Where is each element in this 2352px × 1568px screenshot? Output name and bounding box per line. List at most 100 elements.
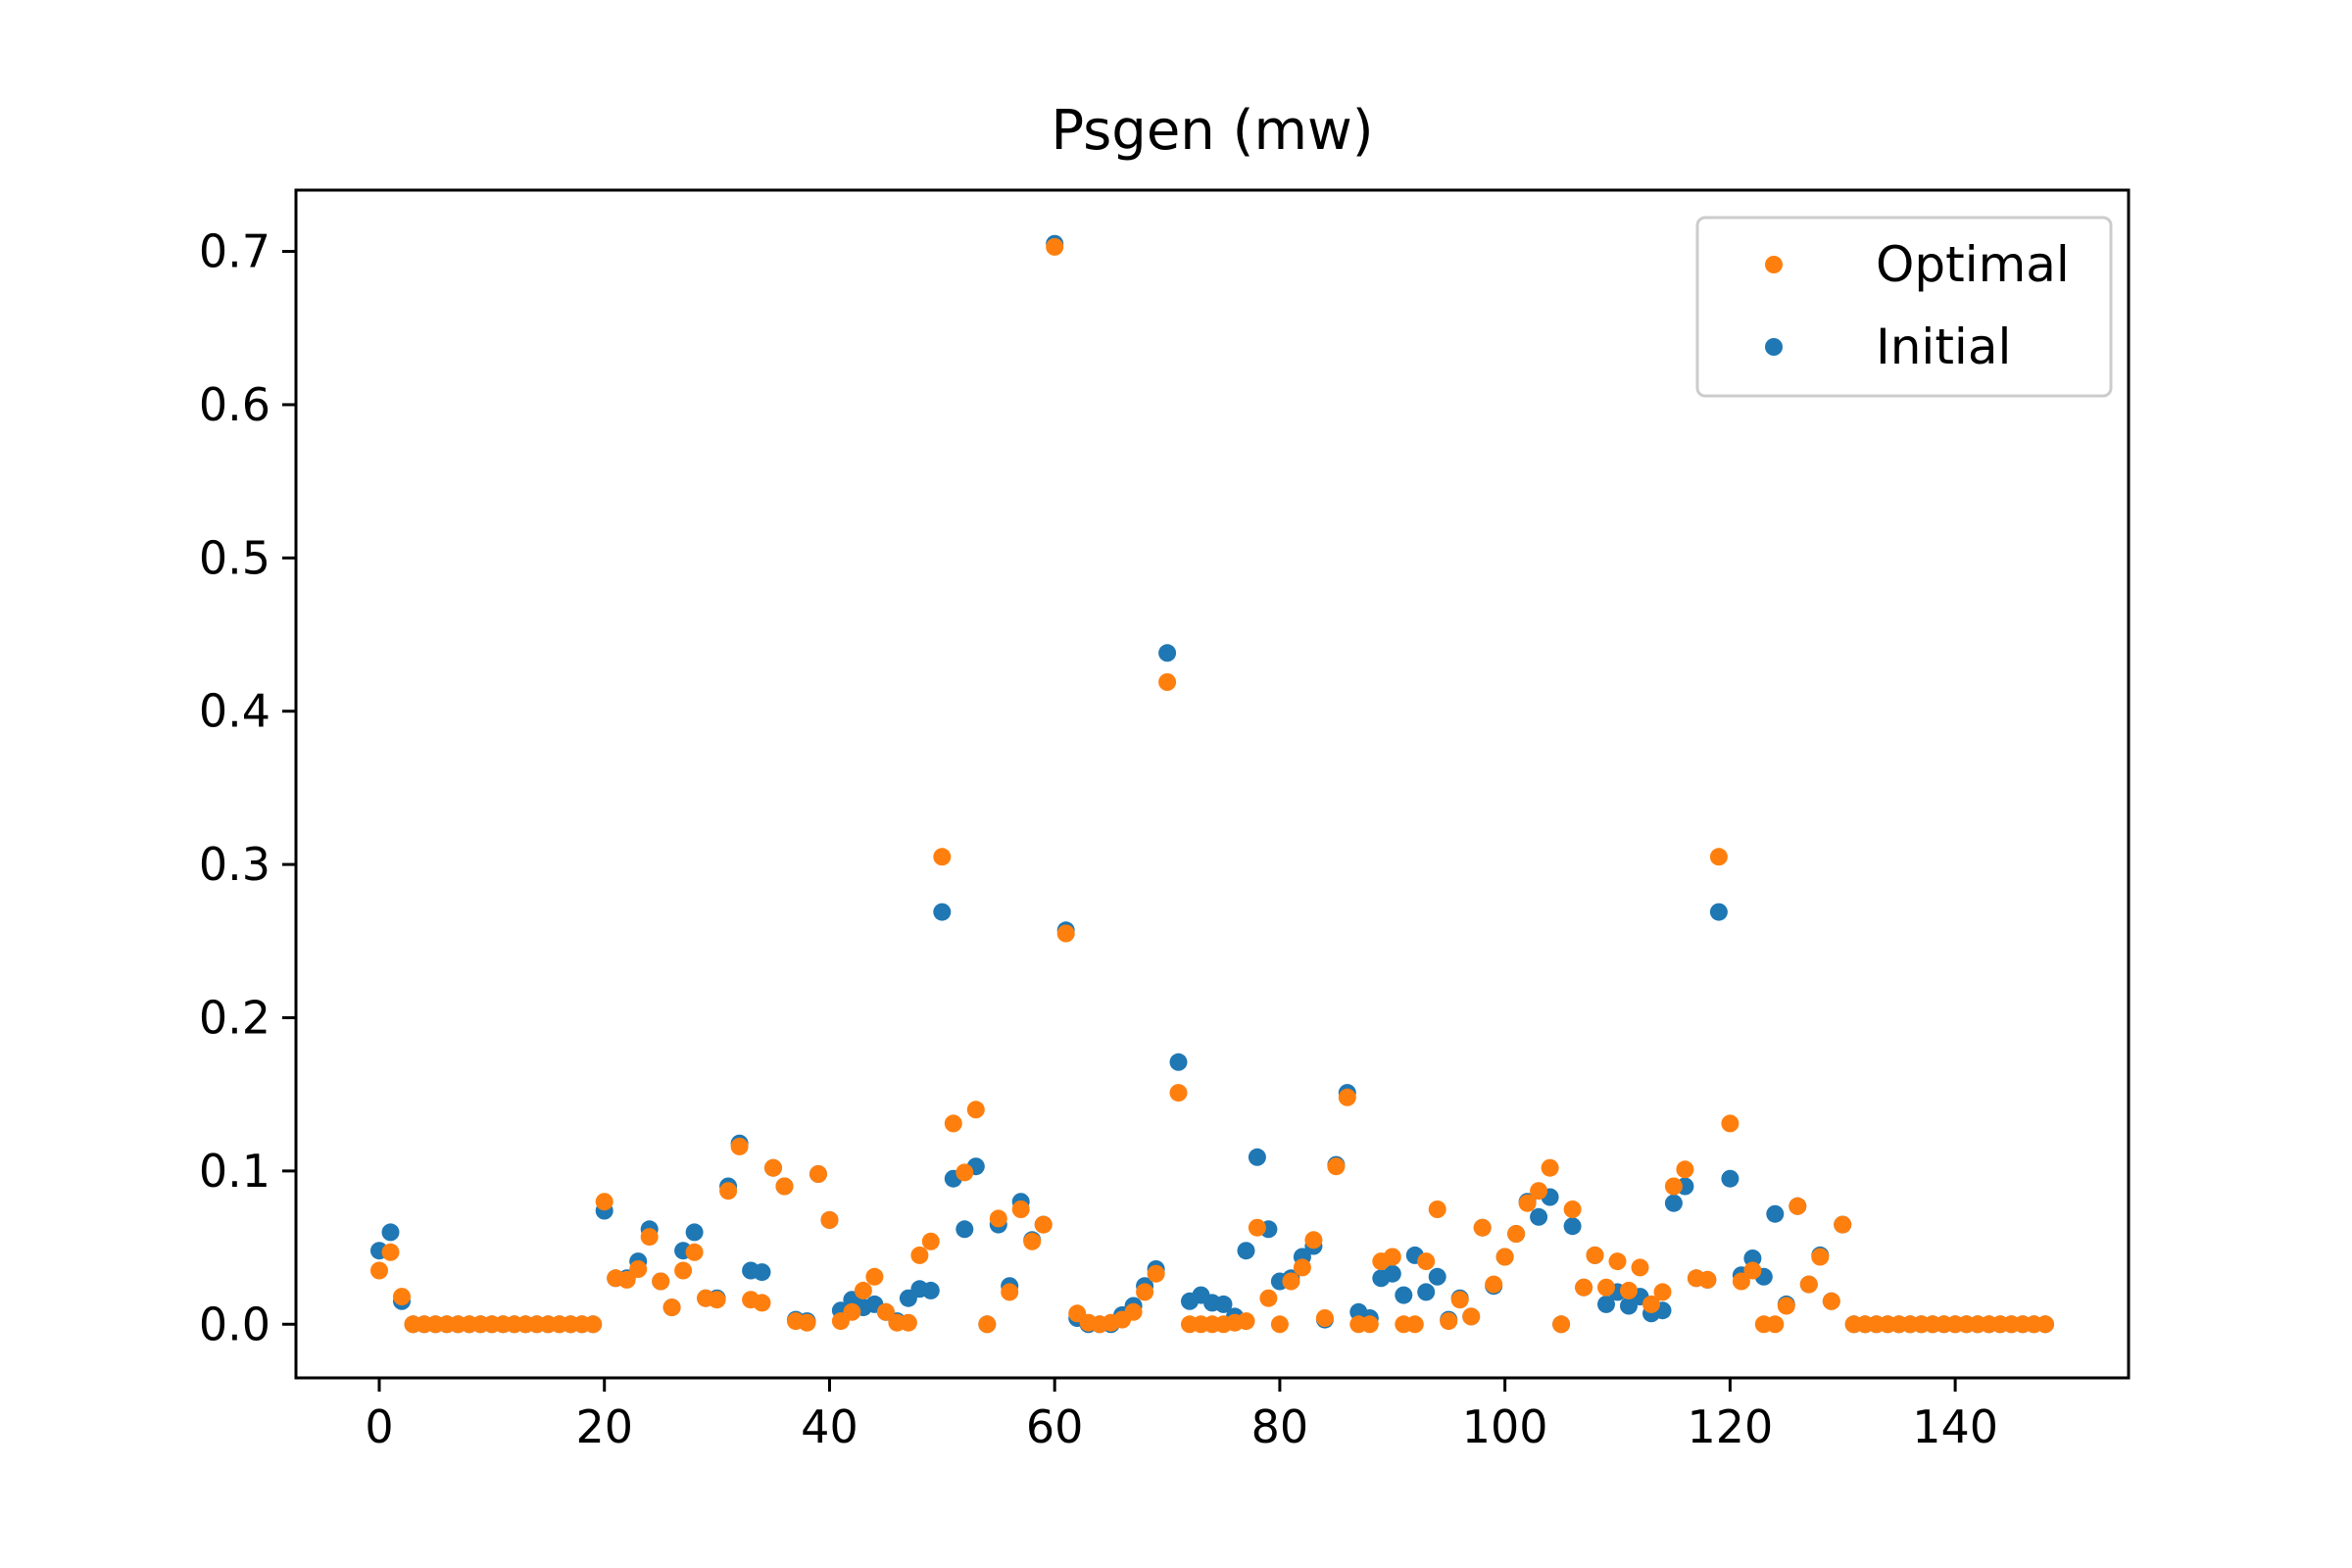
y-tick-label: 0.1 bbox=[199, 1145, 270, 1198]
data-point-optimal bbox=[2036, 1315, 2054, 1334]
data-point-optimal bbox=[1023, 1232, 1042, 1250]
data-point-initial bbox=[1743, 1250, 1762, 1267]
x-tick-label: 120 bbox=[1687, 1400, 1773, 1453]
y-tick-label: 0.6 bbox=[199, 378, 270, 431]
legend: Optimal Initial bbox=[1695, 216, 2113, 398]
data-point-optimal bbox=[1485, 1275, 1503, 1294]
y-tick-label: 0.2 bbox=[199, 991, 270, 1044]
data-point-optimal bbox=[629, 1260, 648, 1278]
data-point-optimal bbox=[393, 1288, 411, 1306]
data-point-optimal bbox=[381, 1243, 400, 1261]
data-point-optimal bbox=[1631, 1258, 1649, 1277]
data-point-optimal bbox=[1046, 237, 1064, 256]
data-point-optimal bbox=[1743, 1261, 1762, 1280]
x-tick-label: 80 bbox=[1251, 1400, 1309, 1453]
data-point-optimal bbox=[1158, 673, 1177, 691]
data-point-optimal bbox=[640, 1228, 659, 1247]
data-point-optimal bbox=[1034, 1215, 1053, 1234]
data-point-initial bbox=[1158, 644, 1177, 662]
data-point-optimal bbox=[865, 1267, 884, 1286]
chart-title: Psgen (mw) bbox=[1051, 99, 1373, 163]
data-point-optimal bbox=[685, 1243, 704, 1261]
data-point-initial bbox=[381, 1223, 400, 1242]
data-point-optimal bbox=[1293, 1258, 1311, 1277]
data-point-optimal bbox=[1676, 1160, 1694, 1179]
data-point-optimal bbox=[1541, 1158, 1559, 1177]
data-point-optimal bbox=[1011, 1200, 1030, 1218]
data-point-optimal bbox=[764, 1158, 782, 1177]
data-point-optimal bbox=[1417, 1252, 1436, 1271]
data-point-optimal bbox=[798, 1313, 816, 1332]
data-point-optimal bbox=[1518, 1194, 1537, 1212]
data-point-optimal bbox=[1383, 1248, 1401, 1266]
y-tick-label: 0.4 bbox=[199, 685, 270, 738]
data-point-optimal bbox=[1428, 1200, 1446, 1218]
data-point-optimal bbox=[1507, 1225, 1526, 1243]
data-point-optimal bbox=[933, 848, 952, 866]
x-tick-label: 20 bbox=[575, 1400, 633, 1453]
data-point-initial bbox=[1597, 1295, 1615, 1313]
data-point-optimal bbox=[1462, 1307, 1481, 1326]
plot-area bbox=[370, 234, 2054, 1334]
data-point-optimal bbox=[1056, 924, 1075, 943]
data-point-initial bbox=[1417, 1283, 1436, 1301]
data-point-optimal bbox=[1530, 1182, 1548, 1200]
data-point-optimal bbox=[1597, 1278, 1615, 1297]
legend-label-initial: Initial bbox=[1876, 318, 2011, 375]
data-point-optimal bbox=[1575, 1278, 1593, 1297]
data-point-initial bbox=[1383, 1264, 1401, 1283]
data-point-optimal bbox=[1259, 1289, 1278, 1307]
data-point-optimal bbox=[652, 1272, 670, 1291]
data-point-optimal bbox=[1608, 1252, 1627, 1271]
data-point-initial bbox=[933, 903, 952, 921]
data-point-optimal bbox=[1709, 848, 1728, 866]
data-point-optimal bbox=[1147, 1264, 1165, 1283]
data-point-optimal bbox=[854, 1281, 872, 1299]
data-point-optimal bbox=[1237, 1312, 1255, 1331]
data-point-optimal bbox=[775, 1177, 794, 1196]
x-tick-label: 100 bbox=[1462, 1400, 1548, 1453]
data-point-optimal bbox=[1766, 1315, 1785, 1334]
data-point-optimal bbox=[1586, 1246, 1604, 1264]
data-point-optimal bbox=[989, 1209, 1007, 1228]
data-point-initial bbox=[1428, 1267, 1446, 1286]
axes: 0 20 40 60 80 100 120 140 0.0 0.1 0.2 0.3 0.4 0.5 0.6 0… bbox=[199, 188, 2131, 1453]
x-tick-label: 40 bbox=[801, 1400, 858, 1453]
data-point-optimal bbox=[1777, 1297, 1795, 1315]
data-point-optimal bbox=[876, 1302, 895, 1321]
y-tick-label: 0.7 bbox=[199, 225, 270, 278]
data-point-initial bbox=[1395, 1286, 1413, 1304]
data-point-optimal bbox=[1495, 1248, 1514, 1266]
data-point-optimal bbox=[1834, 1215, 1852, 1234]
x-tick-label: 140 bbox=[1912, 1400, 1998, 1453]
y-tick-label: 0.5 bbox=[199, 531, 270, 584]
data-point-optimal bbox=[1642, 1295, 1660, 1313]
data-point-optimal bbox=[1136, 1283, 1154, 1301]
data-point-optimal bbox=[910, 1246, 929, 1264]
data-point-optimal bbox=[1124, 1302, 1143, 1321]
data-point-initial bbox=[1766, 1204, 1785, 1223]
data-point-optimal bbox=[719, 1182, 738, 1200]
data-point-initial bbox=[921, 1281, 940, 1299]
data-point-optimal bbox=[1440, 1312, 1458, 1331]
data-point-optimal bbox=[809, 1165, 827, 1183]
data-point-initial bbox=[1709, 903, 1728, 921]
data-point-optimal bbox=[1338, 1088, 1356, 1106]
axes-frame bbox=[294, 188, 2131, 1380]
data-point-initial bbox=[1248, 1148, 1266, 1166]
data-point-optimal bbox=[1799, 1275, 1818, 1294]
data-point-optimal bbox=[1169, 1084, 1188, 1102]
data-point-optimal bbox=[921, 1232, 940, 1250]
data-point-initial bbox=[753, 1263, 771, 1282]
data-point-initial bbox=[1214, 1295, 1233, 1313]
data-point-optimal bbox=[1282, 1272, 1300, 1291]
data-point-initial bbox=[1237, 1242, 1255, 1260]
data-point-optimal bbox=[1360, 1315, 1379, 1334]
data-point-optimal bbox=[1788, 1197, 1807, 1215]
data-point-optimal bbox=[708, 1291, 726, 1309]
data-point-optimal bbox=[1721, 1114, 1740, 1133]
data-point-optimal bbox=[1552, 1315, 1571, 1334]
data-point-initial bbox=[1530, 1207, 1548, 1226]
data-point-initial bbox=[685, 1223, 704, 1242]
